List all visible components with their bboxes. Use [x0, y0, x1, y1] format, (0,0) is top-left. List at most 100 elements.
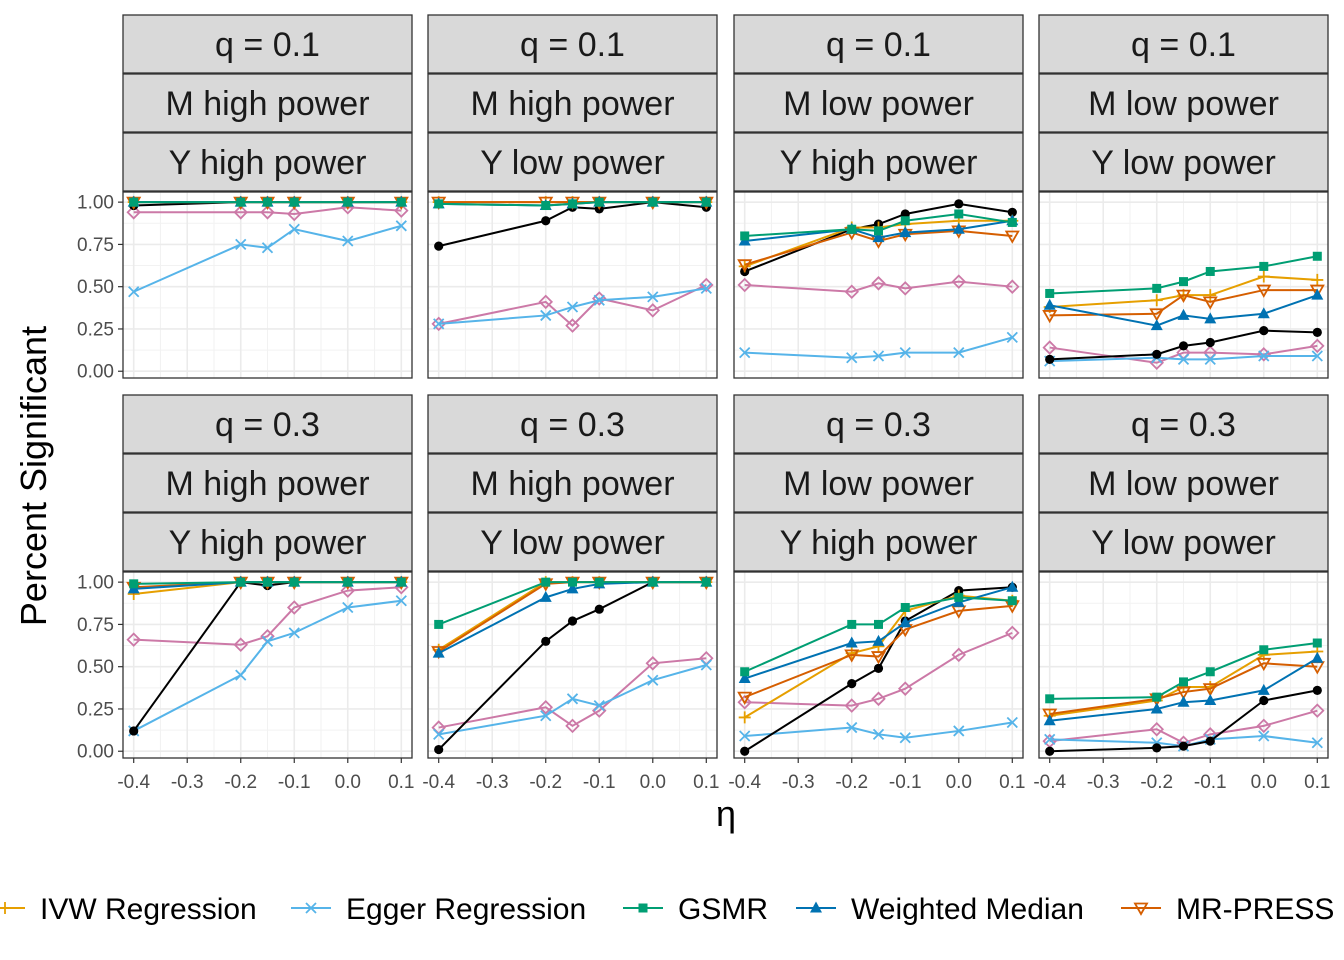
legend-item-ivw: IVW Regression [0, 893, 257, 926]
data-point-wmed [738, 672, 751, 684]
data-point-gsmr [594, 197, 604, 207]
data-point-black [1312, 685, 1322, 695]
data-point-egger [872, 728, 885, 740]
legend-label: Egger Regression [346, 893, 586, 926]
series-press [1042, 284, 1325, 324]
data-point-press [1175, 289, 1192, 303]
data-point-press [1202, 683, 1218, 697]
series-line-wmed [1049, 657, 1318, 722]
data-point-pink [844, 698, 860, 713]
data-point-press [737, 691, 753, 705]
data-point-ivw [1150, 294, 1163, 307]
data-point-gsmr [847, 619, 857, 629]
series-gsmr [740, 209, 1017, 241]
data-point-egger [846, 721, 858, 734]
data-point-egger [566, 301, 579, 313]
data-point-egger [566, 693, 579, 705]
series-pink [737, 625, 1020, 713]
facet-strip-label: q = 0.3 [1131, 406, 1236, 444]
data-point-egger [872, 350, 885, 362]
data-point-pink [897, 681, 913, 696]
data-point-egger [395, 220, 407, 232]
panel-3: q = 0.1 M low power Y high power [733, 14, 1024, 379]
data-point-ivw [738, 711, 751, 724]
data-point-gsmr [740, 231, 750, 241]
series-line-gsmr [133, 581, 402, 585]
series-line-egger [438, 287, 707, 325]
data-point-gsmr [541, 201, 551, 211]
x-tick-label: -0.3 [1087, 772, 1120, 793]
data-point-pink [737, 694, 752, 710]
data-point-black [954, 199, 964, 209]
data-point-black [740, 746, 750, 756]
data-point-pink [431, 316, 446, 332]
legend-label: MR-PRESS [1176, 893, 1334, 926]
data-point-pink [1149, 721, 1165, 737]
data-point-pink [699, 277, 714, 293]
legend-key-marker [0, 902, 11, 914]
series-line-pink [133, 586, 402, 646]
data-point-gsmr [263, 577, 272, 587]
data-point-pink [1310, 703, 1325, 718]
x-tick-label: -0.1 [583, 772, 616, 793]
series-egger [739, 716, 1018, 744]
data-point-ivw [1204, 289, 1217, 302]
data-point-black [1007, 207, 1017, 217]
data-point-gsmr [568, 199, 577, 209]
x-tick-label: -0.4 [117, 772, 150, 793]
series-line-pink [1049, 709, 1318, 744]
series-line-press [744, 229, 1013, 266]
data-point-pink [538, 294, 554, 310]
data-point-gsmr [263, 197, 272, 207]
data-point-egger [433, 728, 445, 740]
facet-strip [733, 73, 1024, 133]
facet-strip-label: Y low power [1091, 144, 1276, 182]
data-point-gsmr [1007, 596, 1017, 606]
facet-strip [427, 73, 718, 133]
data-point-pink [565, 718, 580, 734]
series-line-wmed [744, 586, 1013, 680]
panel-border [122, 571, 413, 759]
data-point-gsmr [1007, 217, 1017, 227]
data-point-gsmr [289, 577, 299, 587]
x-tick-label: -0.2 [835, 772, 868, 793]
data-point-gsmr [900, 603, 910, 613]
y-axis-title: Percent Significant [13, 326, 54, 626]
data-point-gsmr [1205, 667, 1215, 677]
series-line-egger [744, 721, 1013, 739]
data-point-pink [1042, 340, 1057, 355]
data-point-gsmr [1152, 283, 1162, 293]
data-point-wmed [1257, 307, 1270, 319]
data-point-wmed [1150, 319, 1163, 331]
data-point-egger [1006, 331, 1018, 344]
legend-item-wmed: Weighted Median [796, 893, 1084, 926]
data-point-wmed [1257, 683, 1270, 695]
series-line-wmed [1049, 294, 1318, 327]
series-gsmr [434, 577, 711, 629]
data-point-gsmr [1045, 694, 1055, 704]
facet-strip [427, 453, 718, 513]
data-point-egger [1311, 737, 1323, 749]
series-line-egger [133, 599, 402, 732]
data-point-black [1152, 743, 1162, 753]
data-point-gsmr [1045, 288, 1055, 298]
data-point-press [1149, 308, 1165, 322]
series-line-press [1049, 662, 1318, 716]
facet-strip [733, 14, 1024, 74]
series-line-black [1049, 329, 1318, 361]
y-tick-label: 0.75 [77, 235, 114, 256]
x-tick-label: -0.2 [529, 772, 562, 793]
facet-strip-label: Y high power [780, 524, 978, 562]
data-point-press [1042, 708, 1058, 722]
data-point-pink [233, 205, 249, 220]
series-wmed [1043, 651, 1324, 726]
data-point-egger [846, 352, 858, 364]
data-point-egger [1204, 353, 1216, 366]
panel-border [733, 191, 1024, 379]
data-point-gsmr [1259, 261, 1269, 271]
series-gsmr [129, 197, 406, 207]
data-point-gsmr [874, 619, 883, 629]
data-point-pink [645, 656, 661, 671]
series-gsmr [1045, 251, 1322, 298]
data-point-pink [1310, 338, 1325, 354]
